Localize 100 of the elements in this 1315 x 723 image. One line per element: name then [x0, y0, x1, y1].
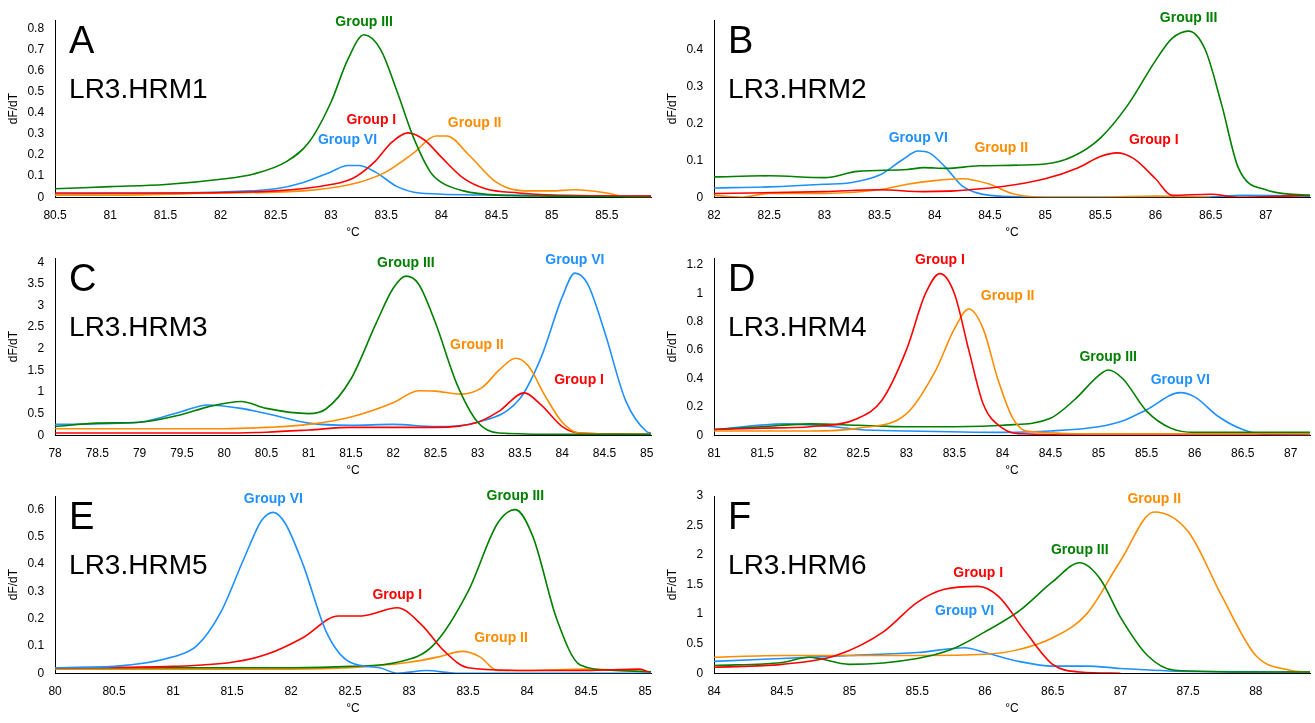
- y-axis-title: dF/dT: [664, 330, 679, 363]
- chart-title: E: [69, 495, 95, 538]
- series-label: Group II: [980, 286, 1035, 303]
- x-tick-label: 81.5: [750, 445, 775, 460]
- x-tick-label: 85: [1038, 207, 1053, 222]
- x-tick-label: 81: [103, 207, 118, 222]
- y-tick-label: 1: [696, 285, 704, 300]
- x-tick-label: 88: [1249, 683, 1263, 698]
- series-label: Group VI: [888, 128, 948, 145]
- y-tick-label: 0.2: [27, 610, 45, 625]
- series-label: Group III: [335, 12, 393, 29]
- x-tick-label: 83.5: [942, 445, 967, 460]
- x-tick-label: 81: [166, 683, 181, 698]
- x-tick-label: 84.5: [592, 445, 617, 460]
- y-tick-label: 0: [37, 427, 45, 442]
- y-tick-label: 0.2: [27, 147, 45, 162]
- x-tick-label: 85: [545, 207, 559, 222]
- x-tick-label: 81.5: [339, 445, 363, 460]
- series-label: Group II: [474, 629, 528, 646]
- series-label: Group I: [346, 110, 397, 127]
- series-label: Group II: [450, 336, 504, 353]
- x-tick-label: 82.5: [264, 207, 288, 222]
- x-tick-label: 86.5: [1199, 207, 1223, 222]
- x-tick-label: 82.5: [757, 207, 782, 222]
- x-axis-title: °C: [346, 225, 361, 240]
- series-label: Group I: [372, 585, 423, 602]
- y-tick-label: 0.3: [27, 583, 45, 598]
- x-tick-label: 85: [842, 683, 857, 698]
- x-tick-label: 87: [1259, 207, 1273, 222]
- x-tick-label: 80.5: [43, 207, 68, 222]
- y-tick-label: 2.5: [27, 319, 45, 334]
- x-tick-label: 85.5: [905, 683, 930, 698]
- x-tick-label: 81: [301, 445, 316, 460]
- x-tick-label: 81.5: [153, 207, 178, 222]
- x-tick-label: 78.5: [85, 445, 110, 460]
- y-tick-label: 0.8: [686, 314, 704, 329]
- x-tick-label: 84: [928, 207, 942, 222]
- y-tick-label: 1: [37, 384, 45, 399]
- x-tick-label: 84: [555, 445, 570, 460]
- x-tick-label: 86: [1187, 445, 1202, 460]
- series-label: Group II: [447, 113, 502, 130]
- y-tick-label: 0.5: [686, 635, 704, 650]
- x-tick-label: 84: [520, 683, 535, 698]
- x-tick-label: 84.5: [574, 683, 599, 698]
- x-tick-label: 85.5: [595, 207, 619, 222]
- x-tick-label: 83: [817, 207, 832, 222]
- chart-title: F: [728, 495, 752, 538]
- series-label: Group III: [486, 487, 545, 504]
- x-tick-label: 86.5: [1040, 683, 1065, 698]
- x-tick-label: 84.5: [978, 207, 1002, 222]
- x-tick-label: 82.5: [846, 445, 871, 460]
- series-label: Group II: [1127, 489, 1182, 506]
- y-tick-label: 3: [696, 488, 704, 503]
- y-tick-label: 0.1: [27, 168, 45, 183]
- x-tick-label: 85: [640, 445, 654, 460]
- text: Group VI: [935, 601, 995, 618]
- x-tick-label: 87.5: [1176, 683, 1201, 698]
- text: LR3.HRM5: [69, 548, 208, 580]
- x-axis-title: °C: [346, 701, 361, 716]
- series-label: Group III: [1050, 540, 1109, 557]
- x-tick-label: 82.5: [423, 445, 448, 460]
- x-tick-label: 82: [213, 207, 228, 222]
- text: LR3.HRM4: [728, 310, 867, 342]
- x-tick-label: 83.5: [456, 683, 481, 698]
- y-tick-label: 0.6: [27, 501, 45, 516]
- series-label: Group II: [974, 138, 1029, 155]
- x-axis-title: °C: [1005, 463, 1020, 478]
- x-tick-label: 87: [1284, 445, 1298, 460]
- chart-title: D: [728, 257, 756, 300]
- y-tick-label: 0.5: [27, 405, 45, 420]
- y-tick-label: 0.2: [686, 115, 704, 130]
- x-tick-label: 84.5: [770, 683, 794, 698]
- y-tick-label: 0.8: [27, 20, 45, 35]
- y-axis-title: dF/dT: [5, 330, 20, 363]
- y-tick-label: 4: [37, 254, 45, 269]
- x-tick-label: 79: [132, 445, 147, 460]
- x-tick-label: 82.5: [338, 683, 363, 698]
- x-tick-label: 80: [48, 683, 63, 698]
- x-tick-label: 83: [402, 683, 417, 698]
- y-tick-label: 2.5: [686, 517, 704, 532]
- series-label: Group VI: [317, 131, 378, 148]
- y-tick-label: 0: [37, 189, 45, 204]
- line-series: [714, 177, 1212, 198]
- series-label: Group VI: [545, 250, 605, 267]
- y-tick-label: 3: [37, 297, 45, 312]
- x-tick-label: 83.5: [867, 207, 892, 222]
- x-tick-label: 84.5: [1038, 445, 1063, 460]
- chart-title: C: [69, 257, 97, 300]
- series-label: Group I: [554, 370, 604, 387]
- series-label: Group III: [1159, 8, 1218, 25]
- x-tick-label: 85.5: [1088, 207, 1113, 222]
- text: LR3.HRM1: [69, 72, 208, 104]
- y-tick-label: 0.4: [27, 105, 45, 120]
- y-tick-label: 0.5: [27, 84, 45, 99]
- x-axis-title: °C: [1005, 225, 1020, 240]
- series-label: Group III: [377, 254, 435, 271]
- y-tick-label: 0: [696, 427, 704, 442]
- x-tick-label: 82: [284, 683, 299, 698]
- x-tick-label: 84: [434, 207, 449, 222]
- y-tick-label: 1.5: [686, 576, 704, 591]
